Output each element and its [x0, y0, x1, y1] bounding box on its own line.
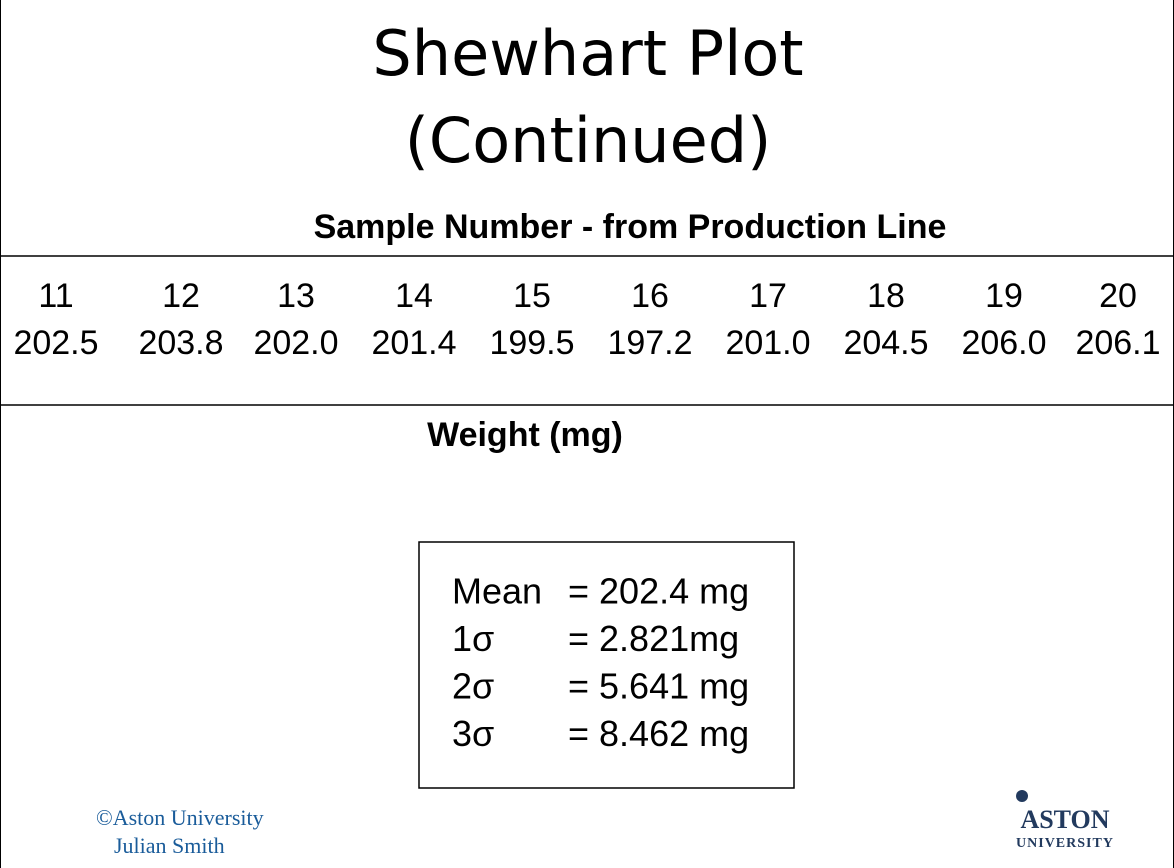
stat-value: = 202.4 mg — [568, 571, 749, 612]
stat-label: 3σ — [452, 713, 494, 754]
title-line: (Continued) — [405, 104, 772, 177]
sample-weight: 203.8 — [138, 324, 223, 362]
sample-number: 20 — [1099, 277, 1137, 315]
sample-number: 15 — [513, 277, 551, 315]
logo-emblem — [1016, 790, 1028, 802]
sample-number: 19 — [985, 277, 1023, 315]
sample-number: 16 — [631, 277, 669, 315]
logo-text: UNIVERSITY — [1016, 836, 1114, 851]
logo-text: ASTON — [1020, 805, 1109, 834]
footer-text: ©Aston University — [96, 805, 264, 830]
sample-number: 11 — [38, 277, 73, 315]
sample-weight: 202.0 — [253, 324, 338, 362]
title-line: Shewhart Plot — [372, 17, 803, 90]
sample-weight: 206.0 — [961, 324, 1046, 362]
sample-weight: 201.4 — [371, 324, 456, 362]
stat-label: 1σ — [452, 618, 494, 659]
sample-number: 13 — [277, 277, 315, 315]
sample-weight: 199.5 — [489, 324, 574, 362]
sample-weight: 204.5 — [843, 324, 928, 362]
stat-label: Mean — [452, 571, 542, 612]
sample-weight: 206.1 — [1075, 324, 1160, 362]
sample-number: 14 — [395, 277, 433, 315]
stat-value: = 8.462 mg — [568, 713, 749, 754]
sample-number: 12 — [162, 277, 200, 315]
table-caption: Weight (mg) — [427, 416, 623, 454]
stats-box — [418, 541, 795, 789]
table-header: Sample Number - from Production Line — [314, 208, 947, 246]
sample-number: 17 — [749, 277, 787, 315]
sample-number: 18 — [867, 277, 905, 315]
sample-weight: 202.5 — [13, 324, 98, 362]
stat-value: = 5.641 mg — [568, 666, 749, 707]
footer-text: Julian Smith — [114, 833, 225, 858]
stat-value: = 2.821mg — [568, 618, 739, 659]
stat-label: 2σ — [452, 666, 494, 707]
sample-weight: 201.0 — [725, 324, 810, 362]
sample-weight: 197.2 — [607, 324, 692, 362]
